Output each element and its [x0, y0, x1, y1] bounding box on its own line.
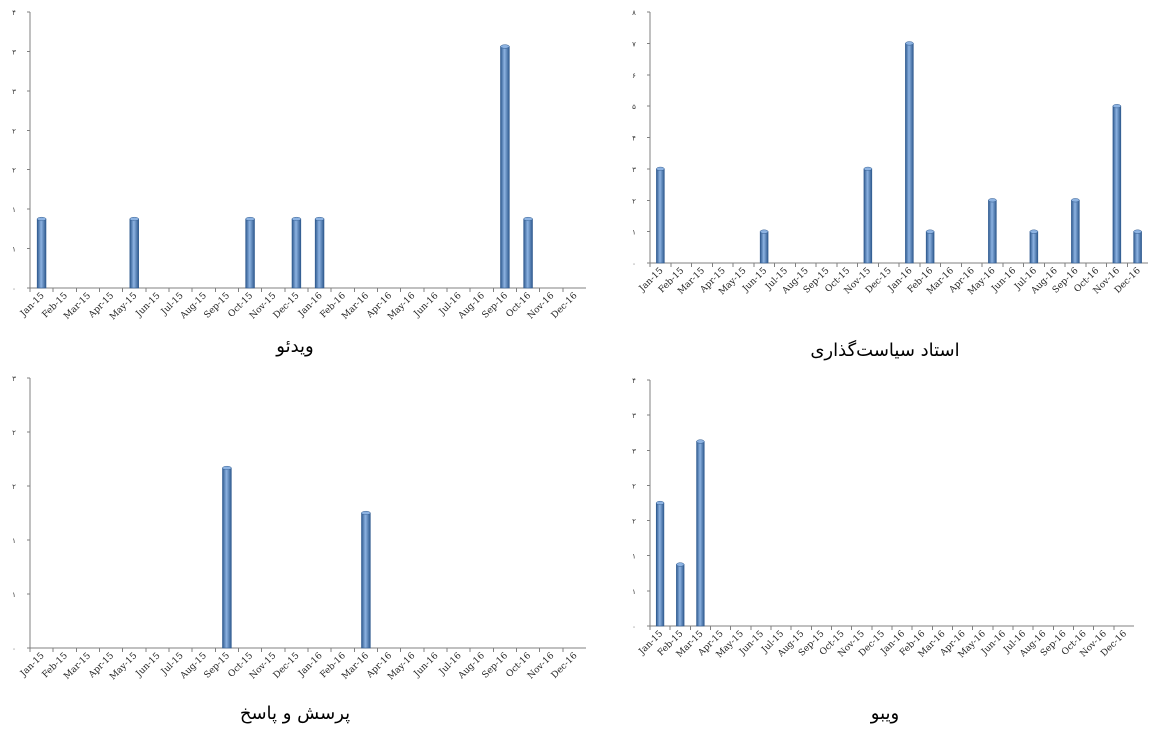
bar-cap — [246, 217, 255, 221]
bar-jan-15 — [656, 169, 664, 263]
chart-title: استاد سیاست‌گذاری — [618, 340, 1152, 361]
y-tick-label: ۳ — [12, 88, 16, 96]
bar-may-15 — [130, 219, 139, 288]
bar-cap — [362, 511, 371, 515]
bar-cap — [524, 217, 533, 221]
bar-oct-16 — [524, 219, 533, 288]
x-tick-label: Jun-16 — [412, 291, 441, 320]
chart-weibo: ۰۱۱۲۲۳۳۴Jan-15Feb-15Mar-15Apr-15May-15Ju… — [618, 368, 1152, 698]
x-tick-label: Sep-15 — [203, 291, 233, 321]
bar-jan-15 — [656, 503, 664, 626]
bar-cap — [1113, 104, 1121, 108]
chart-policy-instructor: ۰۱۲۳۴۵۶۷۸Jan-15Feb-15Mar-15Apr-15May-15J… — [618, 0, 1152, 330]
y-tick-label: ۱ — [12, 537, 16, 545]
y-tick-label: ۳ — [12, 48, 16, 56]
bar-jan-16 — [315, 219, 324, 288]
chart-qa: ۰۱۱۲۲۳Jan-15Feb-15Mar-15Apr-15May-15Jun-… — [0, 368, 590, 698]
y-tick-label: ۰ — [632, 623, 636, 631]
y-tick-label: ۲ — [12, 483, 16, 491]
y-tick-label: ۱ — [632, 229, 636, 237]
bar-cap — [1071, 198, 1079, 202]
x-tick-label: Dec-16 — [550, 291, 580, 321]
chart-panel-weibo: ۰ ۱ ۱ ۲ ۲ ۳ ۳ ۴ Jan-15 Feb-15 Mar-15 Apr-15 May-15 Ju… — [618, 368, 1152, 729]
bar-sep-16 — [1071, 200, 1079, 263]
x-tick-label: Jun-15 — [134, 651, 163, 680]
y-tick-label: ۲ — [632, 197, 636, 205]
y-tick-label: ۲ — [632, 518, 636, 526]
y-tick-label: ۰ — [12, 645, 16, 653]
chart-panel-policy-instructor: ۰ ۱ ۲ ۳ ۴ ۵ ۶ ۷ ۸ Jan-15 Feb-15 Mar-15 Apr-15 May-15 J… — [618, 0, 1152, 370]
bar-cap — [130, 217, 139, 221]
bar-cap — [292, 217, 301, 221]
bar-mar-16 — [362, 513, 371, 648]
bar-mar-15 — [697, 442, 705, 627]
bar-cap — [905, 42, 913, 46]
bar-sep-16 — [501, 47, 510, 289]
bar-nov-16 — [1113, 106, 1121, 263]
y-tick-label: ۲ — [12, 127, 16, 135]
chart-panel-qa: ۰ ۱ ۱ ۲ ۲ ۳ Jan-15 Feb-15 Mar-15 Apr-15 May-15 Jun-… — [0, 368, 590, 729]
x-tick-label: Dec-15 — [272, 291, 302, 321]
bar-cap — [315, 217, 324, 221]
bar-jun-15 — [760, 232, 768, 263]
x-tick-label: Jun-16 — [412, 651, 441, 680]
bar-cap — [501, 45, 510, 49]
chart-title: ویدئو — [0, 336, 590, 357]
bar-dec-16 — [1134, 232, 1142, 263]
y-tick-label: ۰ — [12, 285, 16, 293]
bar-jan-15 — [37, 219, 46, 288]
bar-feb-15 — [676, 565, 684, 627]
y-tick-label: ۳ — [632, 412, 636, 420]
y-tick-label: ۴ — [12, 9, 16, 17]
bar-cap — [656, 167, 664, 171]
bar-cap — [697, 440, 705, 444]
bar-cap — [864, 167, 872, 171]
y-tick-label: ۴ — [632, 135, 636, 143]
bar-cap — [223, 466, 232, 470]
y-tick-label: ۵ — [632, 103, 636, 111]
bar-cap — [926, 230, 934, 234]
bar-may-16 — [988, 200, 996, 263]
x-tick-label: Sep-16 — [481, 291, 511, 321]
bar-jan-16 — [905, 43, 913, 263]
x-tick-label: Sep-16 — [481, 651, 511, 681]
bar-cap — [1030, 230, 1038, 234]
y-tick-label: ۳ — [632, 166, 636, 174]
bar-cap — [37, 217, 46, 221]
y-tick-label: ۱ — [12, 246, 16, 254]
y-tick-label: ۱ — [632, 553, 636, 561]
x-tick-label: Dec-16 — [550, 651, 580, 681]
y-tick-label: ۷ — [632, 40, 636, 48]
chart-title: پرسش و پاسخ — [0, 703, 590, 724]
y-tick-label: ۲ — [12, 429, 16, 437]
y-tick-label: ۰ — [632, 260, 636, 268]
y-tick-label: ۲ — [632, 482, 636, 490]
y-tick-label: ۲ — [12, 167, 16, 175]
bar-jul-16 — [1030, 232, 1038, 263]
bar-oct-15 — [246, 219, 255, 288]
y-tick-label: ۳ — [632, 447, 636, 455]
bar-sep-15 — [223, 468, 232, 648]
bar-cap — [1134, 230, 1142, 234]
bar-cap — [676, 563, 684, 567]
y-tick-label: ۳ — [12, 375, 16, 383]
y-tick-label: ۶ — [632, 72, 636, 80]
x-tick-label: Dec-15 — [272, 651, 302, 681]
chart-video: ۰۱۱۲۲۳۳۴Jan-15Feb-15Mar-15Apr-15May-15Ju… — [0, 0, 590, 330]
bar-cap — [656, 501, 664, 505]
y-tick-label: ۱ — [12, 591, 16, 599]
chart-title: ویبو — [618, 703, 1152, 724]
y-tick-label: ۸ — [632, 9, 636, 17]
chart-panel-video: ۰ ۱ ۱ ۲ ۲ ۳ ۳ ۴ Jan-15 Feb-15 Mar-15 Apr-15 May-15 Ju… — [0, 0, 590, 370]
y-tick-label: ۱ — [12, 206, 16, 214]
bar-dec-15 — [292, 219, 301, 288]
y-tick-label: ۱ — [632, 588, 636, 596]
bar-nov-15 — [864, 169, 872, 263]
x-tick-label: Sep-15 — [203, 651, 233, 681]
y-tick-label: ۴ — [632, 377, 636, 385]
bar-cap — [760, 230, 768, 234]
x-tick-label: Jun-15 — [134, 291, 163, 320]
bar-feb-16 — [926, 232, 934, 263]
bar-cap — [988, 198, 996, 202]
